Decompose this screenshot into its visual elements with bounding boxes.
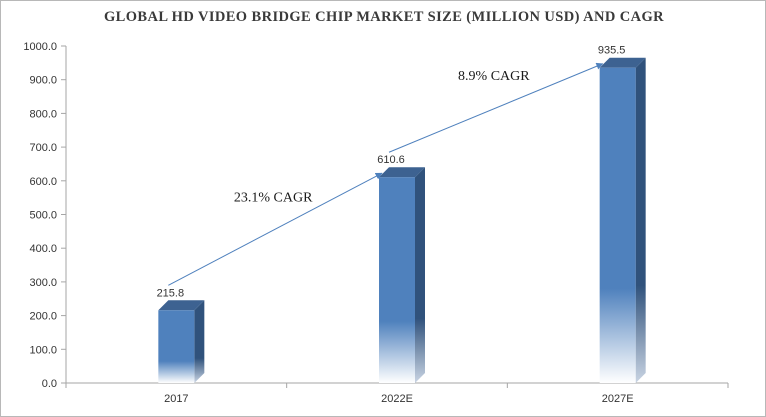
y-tick-label: 1000.0 — [23, 41, 57, 53]
x-tick-label: 2022E — [381, 393, 413, 405]
bar-2027E — [599, 57, 646, 383]
bars — [158, 57, 646, 383]
cagr-arrow — [168, 172, 383, 286]
data-label: 935.5 — [598, 45, 626, 57]
x-tick-label: 2027E — [602, 393, 634, 405]
bar-2017 — [158, 300, 205, 383]
x-tick-label: 2017 — [164, 393, 188, 405]
bar-top — [158, 300, 205, 311]
bar-side — [194, 300, 205, 383]
cagr-label: 23.1% CAGR — [234, 190, 313, 205]
bar-side — [415, 167, 425, 383]
y-tick-label: 0.0 — [42, 378, 57, 390]
y-tick-label: 500.0 — [29, 210, 57, 222]
y-tick-label: 200.0 — [29, 311, 57, 323]
y-tick-label: 300.0 — [29, 277, 57, 289]
y-tick-label: 900.0 — [29, 75, 57, 87]
data-label: 610.6 — [377, 154, 405, 166]
bar-front — [379, 177, 415, 383]
y-tick-label: 800.0 — [29, 108, 57, 120]
y-tick-label: 700.0 — [29, 142, 57, 154]
bar-top — [599, 57, 646, 68]
bar-front — [599, 67, 636, 383]
data-label: 215.8 — [157, 287, 185, 299]
data-labels: 215.8 610.6 935.5 — [157, 45, 626, 300]
y-tick-label: 600.0 — [29, 176, 57, 188]
y-tick-label: 100.0 — [29, 344, 57, 356]
bar-2022E — [379, 167, 425, 383]
bar-top — [379, 167, 425, 178]
bar-front — [158, 310, 195, 383]
bar-side — [635, 57, 646, 383]
cagr-annotations: 23.1% CAGR 8.9% CAGR — [168, 62, 604, 286]
y-tick-label: 400.0 — [29, 243, 57, 255]
cagr-arrow — [388, 62, 604, 153]
cagr-label: 8.9% CAGR — [458, 69, 530, 84]
axes: 0.0 100.0 200.0 300.0 400.0 500.0 600.0 700.0 80… — [23, 41, 729, 405]
chart-title: GLOBAL HD VIDEO BRIDGE CHIP MARKET SIZE … — [103, 9, 665, 25]
